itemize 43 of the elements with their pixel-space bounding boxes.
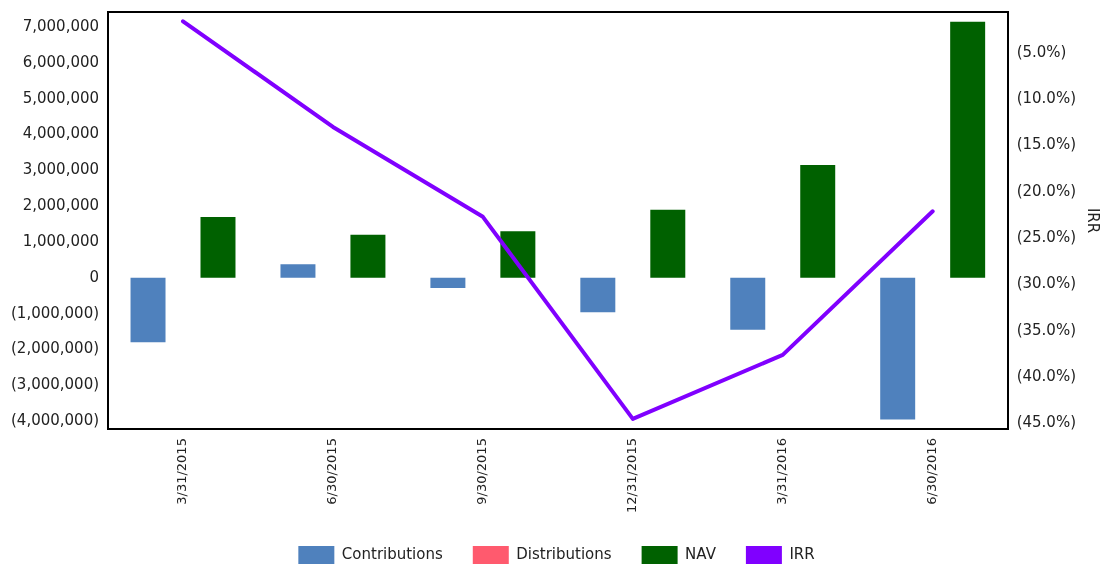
y2-tick-label: (35.0%) (1016, 320, 1076, 339)
y-tick-label: (2,000,000) (11, 339, 100, 358)
y-tick-label: 2,000,000 (22, 196, 100, 215)
bar (730, 277, 766, 330)
bar (800, 165, 836, 278)
y2-tick-label: (25.0%) (1016, 228, 1076, 247)
y-tick-label: 4,000,000 (22, 124, 100, 143)
x-tick-label: 6/30/2015 (324, 438, 340, 505)
y-tick-label: 7,000,000 (22, 16, 100, 35)
x-tick-label: 6/30/2016 (924, 438, 940, 505)
y2-tick-label: (5.0%) (1016, 42, 1067, 61)
legend-label: Distributions (516, 544, 612, 563)
bar (200, 216, 236, 278)
legend-label: Contributions (341, 544, 443, 563)
y-tick-label: 3,000,000 (22, 160, 100, 179)
bar (880, 277, 916, 420)
legend-label: IRR (789, 544, 815, 563)
y-tick-label: (3,000,000) (11, 375, 100, 394)
bar (580, 277, 616, 313)
x-tick-label: 3/31/2015 (174, 438, 190, 505)
bar (350, 234, 386, 278)
bar (280, 264, 316, 278)
x-tick-label: 3/31/2016 (774, 438, 790, 505)
y-tick-label: 0 (89, 267, 100, 286)
y-tick-label: 5,000,000 (22, 88, 100, 107)
bar (430, 277, 466, 288)
y2-tick-label: (30.0%) (1016, 274, 1076, 293)
bar (130, 277, 166, 343)
bar (950, 21, 986, 278)
y2-tick-label: (45.0%) (1016, 413, 1076, 432)
y2-tick-label: (20.0%) (1016, 181, 1076, 200)
legend-label: NAV (685, 544, 717, 563)
x-tick-label: 9/30/2015 (474, 438, 490, 505)
bar (650, 209, 686, 278)
y-tick-label: (1,000,000) (11, 303, 100, 322)
y2-tick-label: (15.0%) (1016, 135, 1076, 154)
y-tick-label: 6,000,000 (22, 52, 100, 71)
y-tick-label: 1,000,000 (22, 231, 100, 250)
y-tick-label: (4,000,000) (11, 411, 100, 430)
y2-tick-label: (40.0%) (1016, 367, 1076, 386)
x-tick-label: 12/31/2015 (624, 438, 640, 514)
y2-tick-label: (10.0%) (1016, 89, 1076, 108)
y2-axis-title: IRR (1084, 207, 1103, 234)
